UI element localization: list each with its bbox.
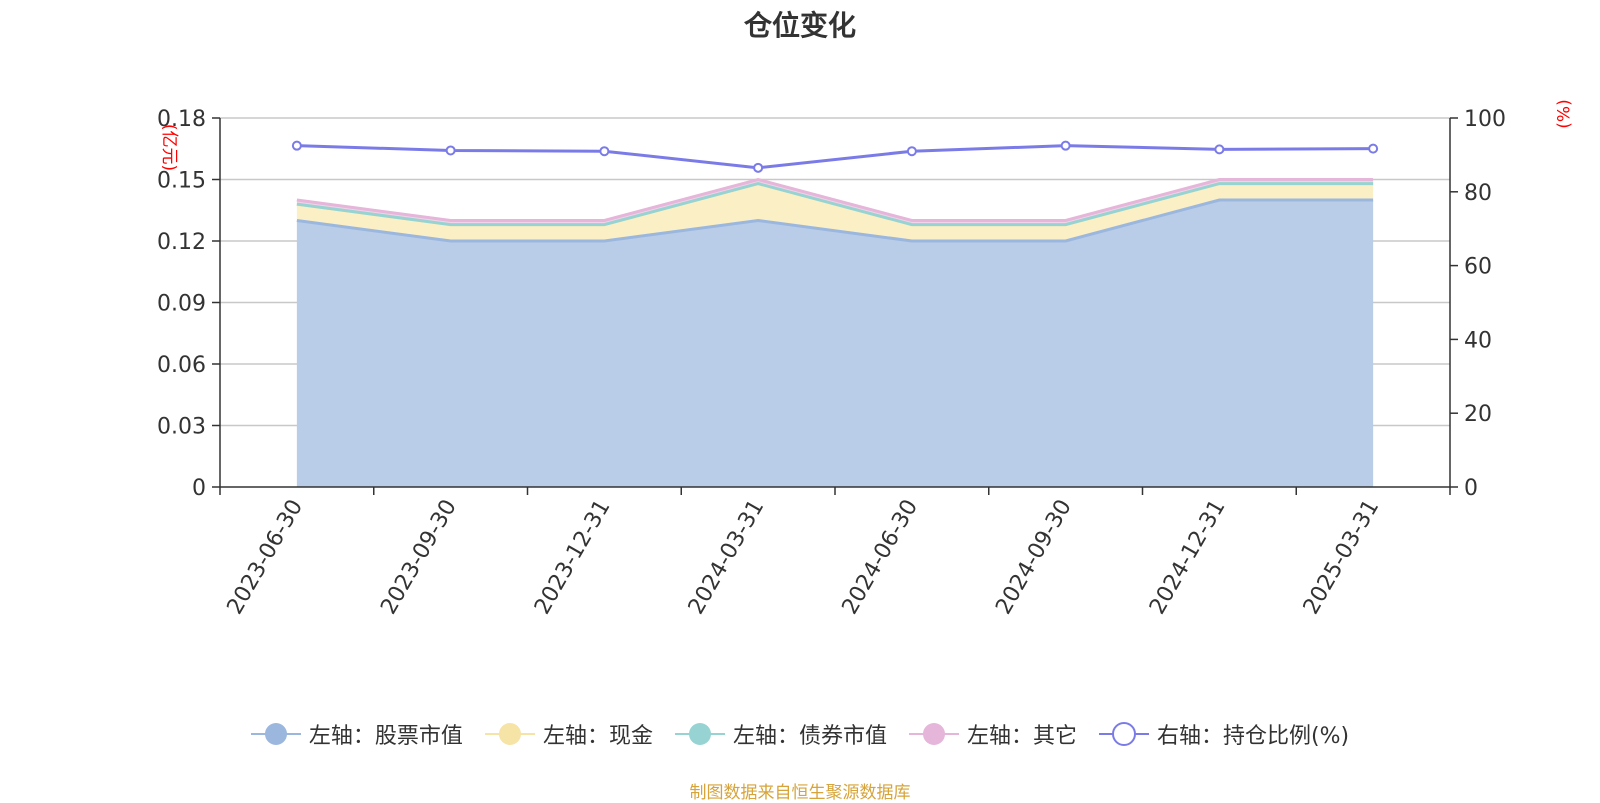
right-axis-tick-label: 100 [1464,107,1506,132]
x-axis-tick-label: 2023-09-30 [376,496,462,619]
line-point [753,162,764,173]
x-axis-tick-label: 2024-03-31 [684,496,770,619]
line-point [599,146,610,157]
legend-marker-icon [674,723,725,745]
legend: 左轴：股票市值 左轴：现金 左轴：债券市值 左轴：其它 右轴：持仓比例(%) [0,718,1600,750]
area-左轴：现金 [296,183,1374,241]
x-axis-tick-label: 2024-09-30 [991,496,1077,619]
left-axis-tick-label: 0.18 [157,107,206,132]
legend-item[interactable]: 左轴：债券市值 [674,718,887,750]
x-axis-tick-label: 2024-06-30 [837,496,923,619]
area-左轴：股票市值 [296,200,1374,487]
right-axis-tick-label: 60 [1464,255,1492,280]
right-axis-tick-label: 0 [1464,476,1478,501]
legend-item[interactable]: 左轴：股票市值 [250,718,463,750]
legend-item[interactable]: 左轴：现金 [484,718,653,750]
right-axis-tick-label: 40 [1464,328,1492,353]
legend-marker-icon [908,723,959,745]
legend-marker-icon [250,723,301,745]
legend-label: 右轴：持仓比例(%) [1156,724,1350,749]
line-point [1368,143,1379,154]
line-point [906,146,917,157]
left-axis-tick-label: 0 [192,476,206,501]
legend-label: 左轴：债券市值 [732,724,887,749]
left-axis-tick-label: 0.03 [157,415,206,440]
left-axis-tick-label: 0.15 [157,169,206,194]
chart-title: 仓位变化 [743,9,856,42]
line-point [1214,144,1225,155]
legend-item[interactable]: 左轴：其它 [908,718,1077,750]
left-axis-tick-label: 0.12 [157,230,206,255]
x-axis-tick-label: 2025-03-31 [1299,496,1385,619]
legend-item[interactable]: 右轴：持仓比例(%) [1098,718,1350,750]
x-axis-tick-label: 2023-06-30 [222,496,308,619]
area-line-左轴：债券市值 [296,182,1374,227]
right-axis-tick-label: 20 [1464,402,1492,427]
left-axis-tick-label: 0.06 [157,353,206,378]
legend-marker-icon [1098,722,1149,746]
source-note: 制图数据来自恒生聚源数据库 [689,783,911,803]
left-axis-tick-label: 0.09 [157,292,206,317]
legend-label: 左轴：其它 [966,724,1077,749]
area-line-左轴：股票市值 [296,198,1374,243]
line-series [296,144,1374,170]
legend-label: 左轴：股票市值 [308,724,463,749]
line-point [1060,140,1071,151]
area-line-左轴：其它 [296,177,1374,222]
line-point [291,140,302,151]
legend-label: 左轴：现金 [542,724,653,749]
x-axis-tick-label: 2023-12-31 [530,496,616,619]
line-point [445,145,456,156]
x-axis-tick-label: 2024-12-31 [1145,496,1231,619]
right-axis-tick-label: 80 [1464,181,1492,206]
legend-marker-icon [484,723,535,745]
